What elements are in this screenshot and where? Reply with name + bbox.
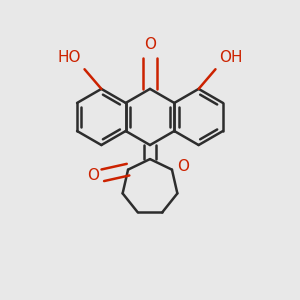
Text: OH: OH (219, 50, 243, 65)
Text: O: O (87, 168, 99, 183)
Text: HO: HO (57, 50, 81, 65)
Text: O: O (177, 159, 189, 174)
Text: O: O (144, 37, 156, 52)
